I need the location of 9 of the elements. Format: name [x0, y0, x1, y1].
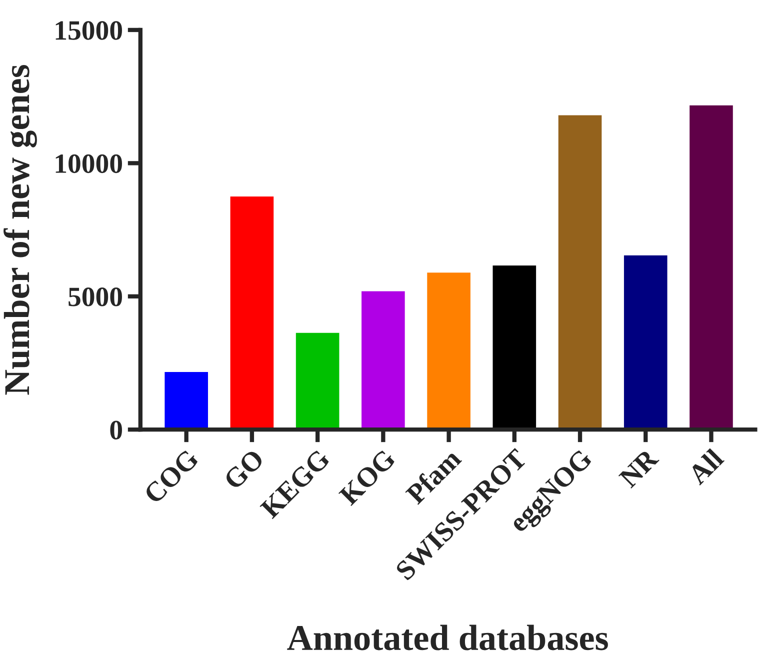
x-axis-title: Annotated databases: [287, 624, 608, 650]
x-tick-label: GO: [222, 448, 265, 490]
y-axis-title: Number of new genes: [4, 64, 37, 395]
x-tick-label: NR: [618, 448, 660, 489]
y-tick-label: 15000: [56, 21, 122, 40]
x-tick-label: All: [686, 447, 725, 486]
y-tick-label: 10000: [56, 154, 122, 174]
y-tick-label: 0: [110, 420, 122, 440]
y-tick-label: 5000: [68, 288, 122, 306]
